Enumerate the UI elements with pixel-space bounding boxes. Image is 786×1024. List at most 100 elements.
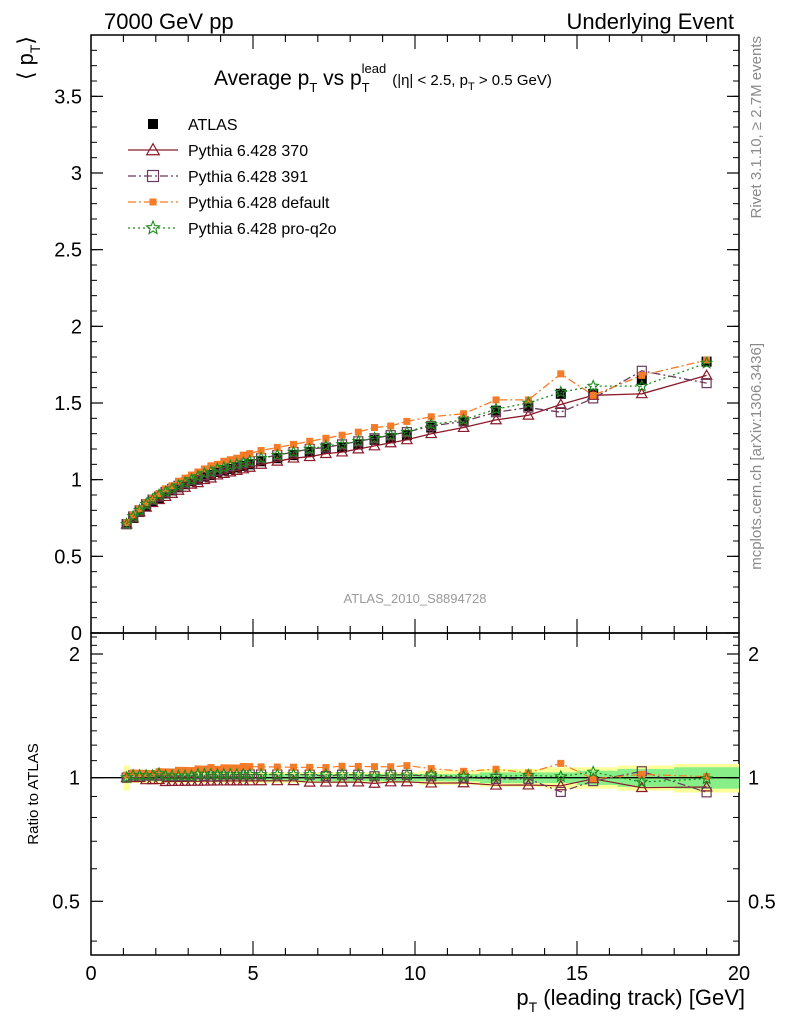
data-point-pythia-6-428-default [427, 413, 435, 421]
data-point-pythia-6-428-370 [522, 408, 535, 420]
ratio-point-pythia-6-428-370 [224, 774, 237, 786]
data-point-pythia-6-428-default [557, 370, 565, 378]
x-tick-label: 15 [566, 963, 588, 985]
data-point-atlas [160, 488, 171, 499]
y-tick-label: 3 [71, 163, 82, 185]
data-point-pythia-6-428-default [338, 431, 346, 439]
legend-label-pythia-6-428-391: Pythia 6.428 391 [188, 169, 308, 186]
ratio-point-pythia-6-428-default [354, 762, 362, 770]
data-point-pythia-6-428-370 [424, 427, 438, 439]
series-line-pythia-6-428-391 [126, 370, 707, 525]
ratio-point-pythia-6-428-default [129, 769, 137, 777]
data-point-pythia-6-428-370 [400, 433, 414, 445]
data-point-pythia-6-428-pro-q2o [223, 458, 238, 472]
ratio-point-pythia-6-428-pro-q2o [303, 767, 317, 781]
data-point-pythia-6-428-pro-q2o [400, 425, 414, 438]
ratio-point-pythia-6-428-default [168, 768, 176, 776]
ratio-point-pythia-6-428-default [290, 763, 297, 771]
title-vs: vs p [317, 67, 361, 90]
data-point-pythia-6-428-370 [287, 451, 300, 463]
data-point-pythia-6-428-pro-q2o [197, 466, 212, 480]
ratio-point-pythia-6-428-370 [254, 774, 268, 786]
data-point-pythia-6-428-pro-q2o [384, 428, 398, 441]
legend-label-atlas: ATLAS [188, 117, 238, 134]
analysis-watermark: ATLAS_2010_S8894728 [344, 591, 487, 606]
ratio-point-pythia-6-428-default [123, 771, 131, 779]
data-point-pythia-6-428-default [306, 437, 314, 445]
data-point-pythia-6-428-default [387, 422, 395, 430]
header-left: 7000 GeV pp [104, 9, 234, 34]
data-point-pythia-6-428-391 [320, 442, 331, 453]
ratio-point-pythia-6-428-default [246, 763, 254, 771]
data-point-pythia-6-428-pro-q2o [586, 379, 600, 392]
data-point-pythia-6-428-pro-q2o [699, 356, 714, 369]
data-point-pythia-6-428-default [354, 428, 362, 436]
data-point-pythia-6-428-pro-q2o [217, 460, 231, 474]
data-point-pythia-6-428-370 [489, 413, 503, 425]
ratio-point-pythia-6-428-370 [319, 775, 333, 787]
data-point-pythia-6-428-370 [254, 457, 268, 469]
ratio-point-pythia-6-428-pro-q2o [635, 774, 649, 788]
data-point-pythia-6-428-pro-q2o [489, 402, 503, 415]
main-ylabel: ⟨ pT⟩ [13, 36, 43, 80]
ratio-point-pythia-6-428-pro-q2o [367, 769, 382, 782]
data-point-pythia-6-428-default [257, 447, 265, 455]
data-point-pythia-6-428-default [239, 451, 247, 459]
ratio-y-tick-label-right: 2 [748, 644, 759, 666]
xlabel-p: p [516, 985, 528, 1010]
ratio-point-pythia-6-428-370 [271, 774, 284, 786]
data-point-pythia-6-428-370 [457, 421, 470, 433]
data-point-pythia-6-428-pro-q2o [456, 412, 471, 426]
ratio-point-pythia-6-428-391 [555, 786, 566, 798]
ratio-point-pythia-6-428-370 [554, 779, 568, 791]
data-point-pythia-6-428-default [142, 499, 150, 507]
data-point-pythia-6-428-default [246, 450, 254, 458]
ratio-point-pythia-6-428-default [403, 762, 411, 770]
data-point-atlas [186, 476, 197, 487]
ratio-y-tick-label: 1 [69, 768, 80, 790]
legend-label-pythia-6-428-pro-q2o: Pythia 6.428 pro-q2o [188, 221, 337, 238]
data-point-pythia-6-428-pro-q2o [286, 444, 301, 458]
ratio-point-pythia-6-428-370 [230, 774, 244, 786]
legend-marker-pythia-6-428-pro-q2o [145, 219, 161, 235]
data-point-atlas [491, 405, 501, 416]
data-point-pythia-6-428-pro-q2o [119, 517, 134, 530]
ratio-point-pythia-6-428-pro-q2o [254, 767, 268, 781]
ratio-point-pythia-6-428-default [239, 763, 247, 771]
ratio-point-pythia-6-428-370 [243, 774, 256, 786]
ylabel-close: ⟩ [13, 36, 38, 45]
data-point-pythia-6-428-pro-q2o [254, 451, 268, 464]
data-point-atlas [167, 485, 177, 496]
ratio-point-pythia-6-428-pro-q2o [243, 767, 257, 781]
series-line-pythia-6-428-370 [126, 374, 707, 525]
data-point-pythia-6-428-default [129, 511, 137, 519]
xlabel-rest: (leading track) [GeV] [537, 985, 745, 1010]
data-point-pythia-6-428-391 [490, 407, 502, 418]
ratio-point-pythia-6-428-pro-q2o [286, 767, 301, 781]
data-point-pythia-6-428-391 [701, 377, 712, 389]
ratio-point-pythia-6-428-pro-q2o [270, 767, 284, 781]
x-tick-label: 5 [247, 963, 258, 985]
data-point-pythia-6-428-370 [635, 387, 649, 399]
data-point-pythia-6-428-default [638, 371, 646, 379]
legend-label-pythia-6-428-370: Pythia 6.428 370 [188, 143, 308, 160]
data-point-pythia-6-428-default [136, 505, 144, 513]
ratio-y-tick-label-right: 1 [748, 768, 759, 790]
series-line-pythia-6-428-pro-q2o [126, 362, 707, 525]
title-cuts-a: (|η| < 2.5, p [392, 72, 468, 89]
mcplots-label: mcplots.cern.ch [arXiv:1306.3436] [748, 343, 765, 570]
data-point-pythia-6-428-370 [700, 369, 713, 380]
data-point-pythia-6-428-default [162, 485, 170, 493]
ratio-point-pythia-6-428-370 [352, 775, 365, 787]
ratio-point-pythia-6-428-370 [152, 773, 166, 785]
ratio-point-pythia-6-428-default [387, 763, 395, 771]
data-point-pythia-6-428-pro-q2o [351, 434, 365, 448]
ratio-point-pythia-6-428-pro-q2o [351, 767, 365, 781]
ratio-plot-frame [90, 632, 740, 956]
ratio-point-pythia-6-428-default [638, 770, 646, 778]
data-point-pythia-6-428-pro-q2o [335, 437, 349, 451]
y-tick-label: 0 [71, 623, 82, 645]
y-tick-label: 2.5 [54, 240, 82, 262]
data-point-pythia-6-428-pro-q2o [367, 431, 382, 444]
data-point-pythia-6-428-pro-q2o [230, 457, 244, 471]
